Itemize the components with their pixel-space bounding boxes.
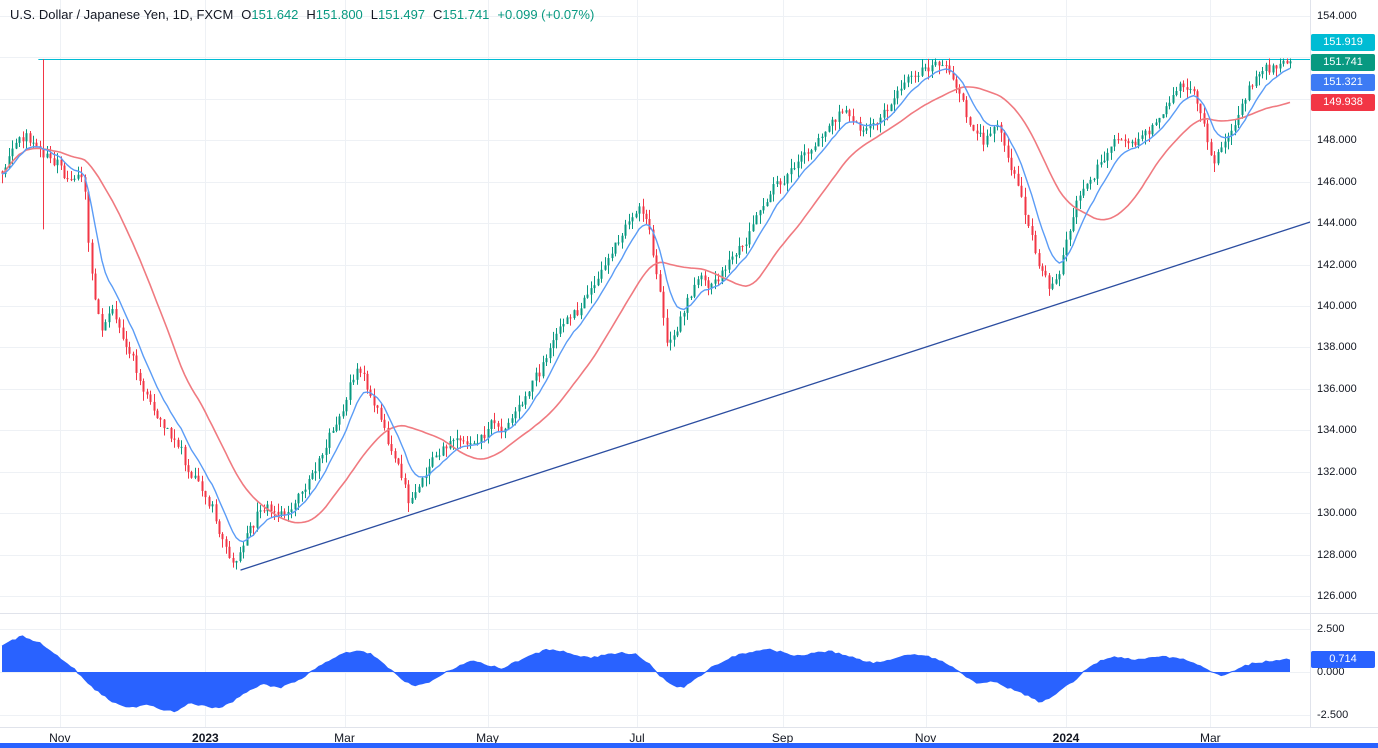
price-tick-label: 140.000 [1317, 300, 1357, 312]
price-tick-label: 138.000 [1317, 341, 1357, 354]
osc-tick-label: -2.500 [1317, 709, 1349, 721]
time-axis-month-label: May [476, 731, 499, 745]
time-axis-month-label: Nov [49, 731, 71, 745]
osc-tick-label: 2.500 [1317, 623, 1345, 635]
price-tick-label: 148.000 [1317, 134, 1357, 147]
price-tick-label: 134.000 [1317, 424, 1357, 437]
price-tick-label: 136.000 [1317, 382, 1357, 395]
price-tick-label: 144.000 [1317, 217, 1357, 230]
low-label: L [370, 7, 379, 22]
price-tick-label: 154.000 [1317, 10, 1357, 22]
price-tag-ma-fast: 151.321 [1311, 74, 1375, 92]
time-axis-month-label: Jul [629, 731, 645, 745]
price-tick-label: 128.000 [1317, 548, 1357, 561]
price-tag-resistance: 151.919 [1311, 34, 1375, 52]
price-axis[interactable]: 154.000 148.000 146.000 144.000 142.000 140.0… [1310, 0, 1378, 727]
time-axis-month-label: Sep [771, 731, 794, 745]
close-label: C [433, 7, 443, 22]
time-axis-month-label: Mar [334, 731, 355, 745]
chart-legend: U.S. Dollar / Japanese Yen, 1D, FXCM O 15… [10, 7, 594, 22]
change-value: +0.099 (+0.07%) [497, 7, 595, 22]
open-value: 151.642 [251, 7, 299, 22]
price-tick-label: 126.000 [1317, 590, 1357, 602]
timeline-scrollbar[interactable] [0, 743, 1378, 748]
time-axis-year-label: 2023 [192, 731, 219, 745]
time-axis[interactable]: Nov 2023 Mar May Jul Sep Nov 2024 Mar [0, 727, 1310, 748]
high-value: 151.800 [315, 7, 363, 22]
price-tag-ma-slow: 149.938 [1311, 94, 1375, 112]
ohlc-close: C 151.741 [433, 7, 489, 22]
price-tick-label: 146.000 [1317, 175, 1357, 188]
ohlc-high: H 151.800 [306, 7, 362, 22]
price-tag-last-price: 151.741 [1311, 54, 1375, 72]
osc-tick-label: 0.000 [1317, 666, 1345, 678]
price-tick-label: 142.000 [1317, 258, 1357, 271]
close-value: 151.741 [442, 7, 490, 22]
price-tick-label: 132.000 [1317, 465, 1357, 478]
ohlc-low: L 151.497 [371, 7, 425, 22]
low-value: 151.497 [378, 7, 426, 22]
symbol-title[interactable]: U.S. Dollar / Japanese Yen, 1D, FXCM [10, 7, 234, 22]
open-label: O [241, 7, 252, 22]
time-axis-month-label: Nov [914, 731, 937, 745]
ohlc-open: O 151.642 [241, 7, 298, 22]
price-tick-label: 130.000 [1317, 507, 1357, 520]
osc-value-tag: 0.714 [1311, 651, 1375, 669]
time-axis-year-label: 2024 [1052, 731, 1080, 745]
time-axis-month-label: Mar [1199, 731, 1221, 745]
high-label: H [306, 7, 316, 22]
